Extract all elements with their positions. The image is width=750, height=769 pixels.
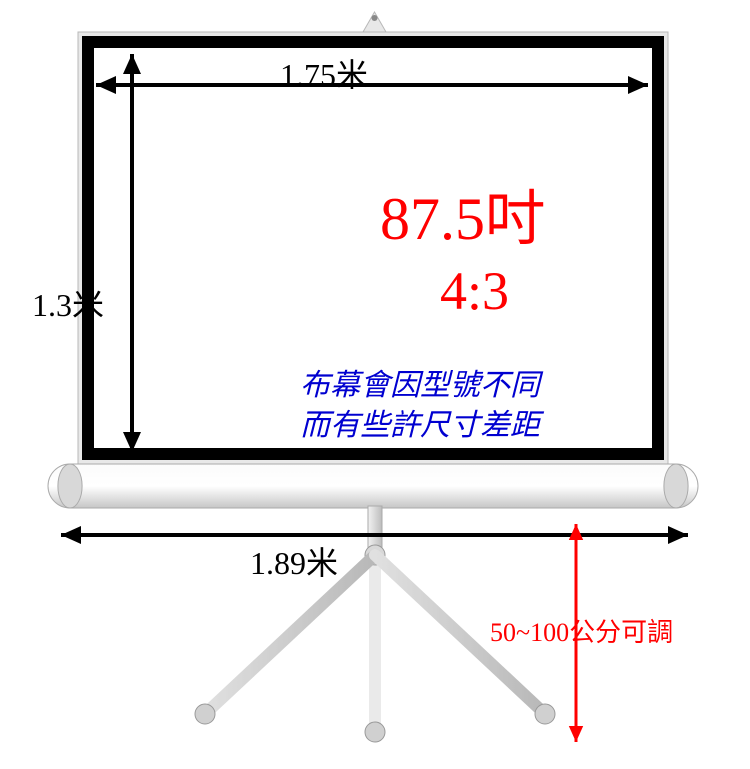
label-stand-range: 50~100公分可調 xyxy=(490,612,673,649)
label-aspect: 4:3 xyxy=(440,260,509,322)
label-height-left: 1.3米 xyxy=(32,280,104,326)
label-note-line1: 布幕會因型號不同 xyxy=(300,360,540,404)
label-width-top: 1.75米 xyxy=(280,50,368,96)
label-width-bottom: 1.89米 xyxy=(250,538,338,584)
label-note-line2: 而有些許尺寸差距 xyxy=(300,400,540,444)
label-diagonal: 87.5吋 xyxy=(380,170,545,257)
diagram-canvas: 1.75米 1.3米 1.89米 87.5吋 4:3 布幕會因型號不同 而有些許… xyxy=(0,0,750,764)
